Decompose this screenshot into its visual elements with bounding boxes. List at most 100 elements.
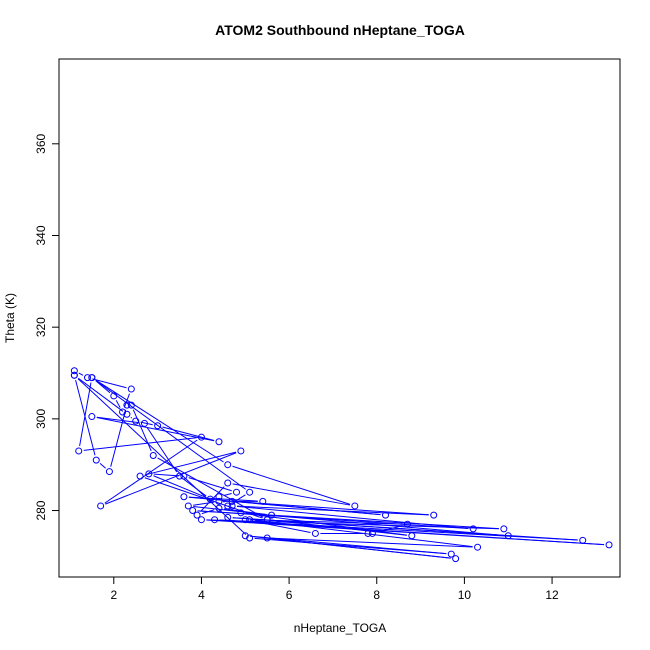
data-point (263, 516, 271, 524)
data-point (224, 513, 232, 521)
series-segment (231, 494, 246, 504)
data-point (176, 472, 184, 480)
data-point (105, 468, 113, 476)
data-point (228, 497, 236, 505)
y-axis: 280 300 320 340 360 (34, 133, 59, 521)
data-point (70, 371, 78, 379)
x-tick-label: 12 (545, 588, 559, 602)
series-segment (78, 377, 124, 412)
x-axis: 2 4 6 8 10 12 (110, 577, 559, 602)
data-point (88, 374, 96, 382)
chart-title: ATOM2 Southbound nHeptane_TOGA (215, 22, 465, 38)
y-tick-label: 320 (34, 317, 48, 337)
series-segment (110, 409, 127, 467)
series-segment (250, 535, 451, 559)
series-segment (250, 520, 311, 533)
series-segment (153, 475, 206, 498)
series-segment (95, 379, 224, 463)
data-point (500, 525, 508, 533)
data-point (311, 529, 319, 537)
data-point (403, 520, 411, 528)
series-segment (162, 426, 215, 441)
series-segment (75, 380, 96, 456)
series-segment (144, 451, 237, 476)
data-point (237, 509, 245, 517)
data-point (197, 516, 205, 524)
data-point (224, 461, 232, 469)
series-segment (95, 380, 246, 490)
data-point (224, 479, 232, 487)
x-tick-label: 8 (373, 588, 380, 602)
series-segment (254, 519, 473, 548)
data-point (224, 502, 232, 510)
series-segment (78, 372, 84, 376)
series-segment (140, 421, 153, 426)
series-segment (83, 437, 197, 451)
series-segment (232, 483, 351, 506)
data-point (246, 534, 254, 542)
series-segment (237, 501, 429, 516)
series-segment (223, 492, 232, 496)
data-point (408, 532, 416, 540)
series-segment (130, 416, 133, 419)
data-point (149, 452, 157, 460)
data-point (268, 511, 276, 519)
data-point (605, 541, 613, 549)
series-segment (153, 473, 179, 477)
series-segment (197, 510, 499, 530)
series-layer (70, 367, 613, 563)
data-point (97, 502, 105, 510)
data-point (228, 502, 236, 510)
data-point (123, 410, 131, 418)
series-segment (272, 519, 407, 536)
data-point (70, 367, 78, 375)
series-segment (77, 378, 247, 536)
data-point (215, 438, 223, 446)
series-segment (146, 427, 178, 473)
series-segment (99, 463, 106, 469)
series-segment (96, 417, 215, 442)
data-point (140, 419, 148, 427)
series-segment (79, 382, 92, 447)
y-tick-label: 340 (34, 225, 48, 245)
data-point (246, 488, 254, 496)
x-tick-label: 6 (286, 588, 293, 602)
series-segment (254, 537, 447, 555)
series-segment (237, 505, 429, 516)
data-point (180, 472, 188, 480)
data-point (263, 534, 271, 542)
data-point (127, 385, 135, 393)
data-point (184, 502, 192, 510)
data-point (123, 401, 131, 409)
data-point (215, 493, 223, 501)
series-segment (245, 512, 504, 536)
series-segment (193, 501, 215, 506)
data-point (351, 502, 359, 510)
data-point (241, 516, 249, 524)
x-tick-label: 4 (198, 588, 205, 602)
data-point (189, 507, 197, 515)
data-point (132, 417, 140, 425)
data-point (75, 447, 83, 455)
series-segment (92, 378, 127, 389)
data-point (206, 495, 214, 503)
series-segment (105, 452, 237, 505)
data-point (430, 511, 438, 519)
series-segment (193, 505, 267, 516)
data-point (211, 516, 219, 524)
data-point (215, 497, 223, 505)
series-segment (115, 400, 121, 408)
x-tick-label: 10 (458, 588, 472, 602)
data-point (474, 543, 482, 551)
data-point (382, 511, 390, 519)
data-point (447, 550, 455, 558)
plot-frame (58, 58, 621, 578)
data-point (92, 456, 100, 464)
series-segment (272, 537, 473, 548)
x-tick-label: 2 (110, 588, 117, 602)
data-point (197, 433, 205, 441)
y-axis-label: Theta (K) (3, 293, 17, 343)
data-point (180, 493, 188, 501)
series-segment (188, 496, 258, 502)
